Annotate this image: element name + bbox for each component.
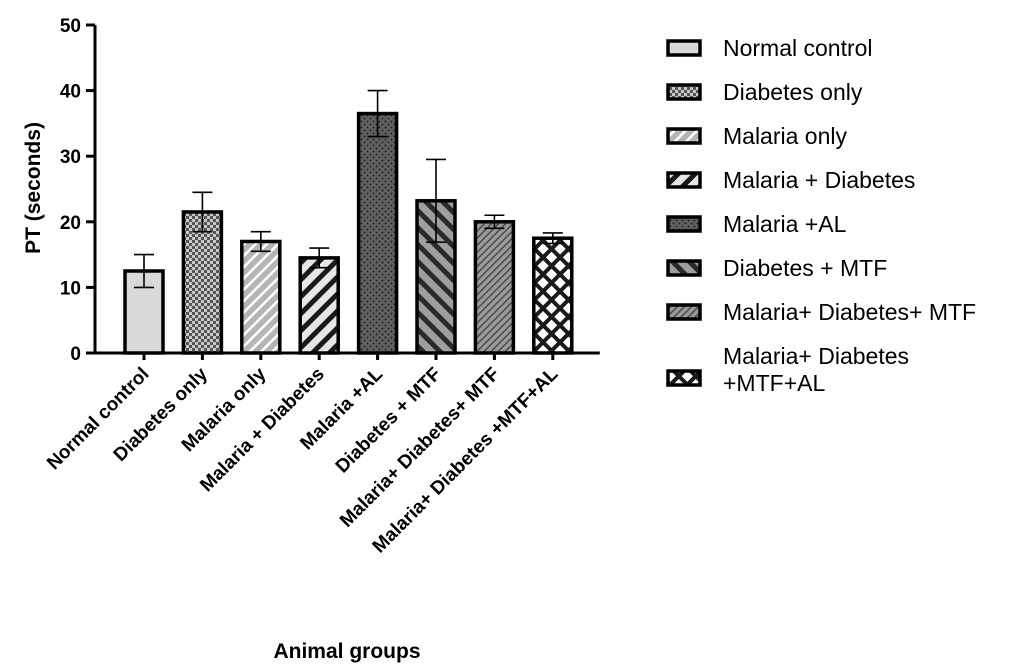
error-bar-7 bbox=[484, 214, 505, 230]
error-bar-6 bbox=[426, 158, 446, 243]
bar-8 bbox=[532, 236, 574, 355]
legend-swatch bbox=[666, 259, 702, 277]
legend-label: Malaria+ Diabetes bbox=[723, 343, 909, 369]
legend-label: Diabetes only bbox=[723, 79, 863, 105]
legend-swatch bbox=[666, 303, 702, 321]
error-bar-8 bbox=[542, 232, 563, 245]
legend-item-1: Normal control bbox=[666, 35, 873, 61]
y-tick-label: 20 bbox=[60, 213, 81, 234]
bar-7 bbox=[473, 220, 516, 355]
legend-item-8: Malaria+ Diabetes+MTF+AL bbox=[666, 343, 909, 396]
error-bars-layer bbox=[134, 89, 563, 289]
bar-3 bbox=[240, 239, 282, 355]
y-tick-label: 40 bbox=[60, 82, 81, 103]
bars-layer bbox=[123, 111, 574, 355]
legend: Normal control Diabetes only Malaria only M… bbox=[666, 35, 976, 396]
legend-label: Diabetes + MTF bbox=[723, 255, 887, 281]
legend-swatch bbox=[666, 369, 702, 387]
error-bar-4 bbox=[309, 247, 330, 269]
legend-label: +MTF+AL bbox=[723, 370, 825, 396]
error-bar-2 bbox=[192, 191, 213, 233]
legend-swatch bbox=[666, 127, 702, 145]
y-tick-label: 10 bbox=[60, 278, 81, 299]
error-bar-1 bbox=[134, 253, 154, 289]
legend-item-7: Malaria+ Diabetes+ MTF bbox=[666, 299, 976, 325]
x-axis-title: Animal groups bbox=[273, 640, 420, 663]
y-tick-label: 50 bbox=[60, 16, 81, 37]
legend-swatch bbox=[666, 39, 702, 57]
error-bar-5 bbox=[367, 89, 388, 138]
y-tick-label: 30 bbox=[60, 147, 81, 168]
x-tick-label: Normal control bbox=[43, 364, 153, 474]
legend-swatch bbox=[666, 83, 702, 101]
legend-label: Malaria only bbox=[723, 123, 847, 149]
y-tick-label: 0 bbox=[70, 344, 81, 365]
legend-swatch bbox=[666, 215, 702, 233]
y-axis-title: PT (seconds) bbox=[22, 122, 45, 254]
legend-label: Normal control bbox=[723, 35, 873, 61]
bar-4 bbox=[298, 256, 340, 355]
bar-2 bbox=[181, 210, 224, 355]
axes-layer: 0 10 20 30 40 50 bbox=[60, 16, 600, 365]
legend-label: Malaria+ Diabetes+ MTF bbox=[723, 299, 976, 325]
error-bar-3 bbox=[250, 230, 271, 253]
x-tick-label: Diabetes + MTF bbox=[332, 364, 446, 478]
bar-5 bbox=[356, 111, 399, 355]
legend-item-5: Malaria +AL bbox=[666, 211, 847, 237]
legend-item-6: Diabetes + MTF bbox=[666, 255, 887, 281]
legend-swatch bbox=[666, 171, 702, 189]
legend-label: Malaria +AL bbox=[723, 211, 847, 237]
legend-item-4: Malaria + Diabetes bbox=[666, 167, 915, 193]
legend-item-2: Diabetes only bbox=[666, 79, 863, 105]
legend-item-3: Malaria only bbox=[666, 123, 847, 149]
legend-label: Malaria + Diabetes bbox=[723, 167, 915, 193]
